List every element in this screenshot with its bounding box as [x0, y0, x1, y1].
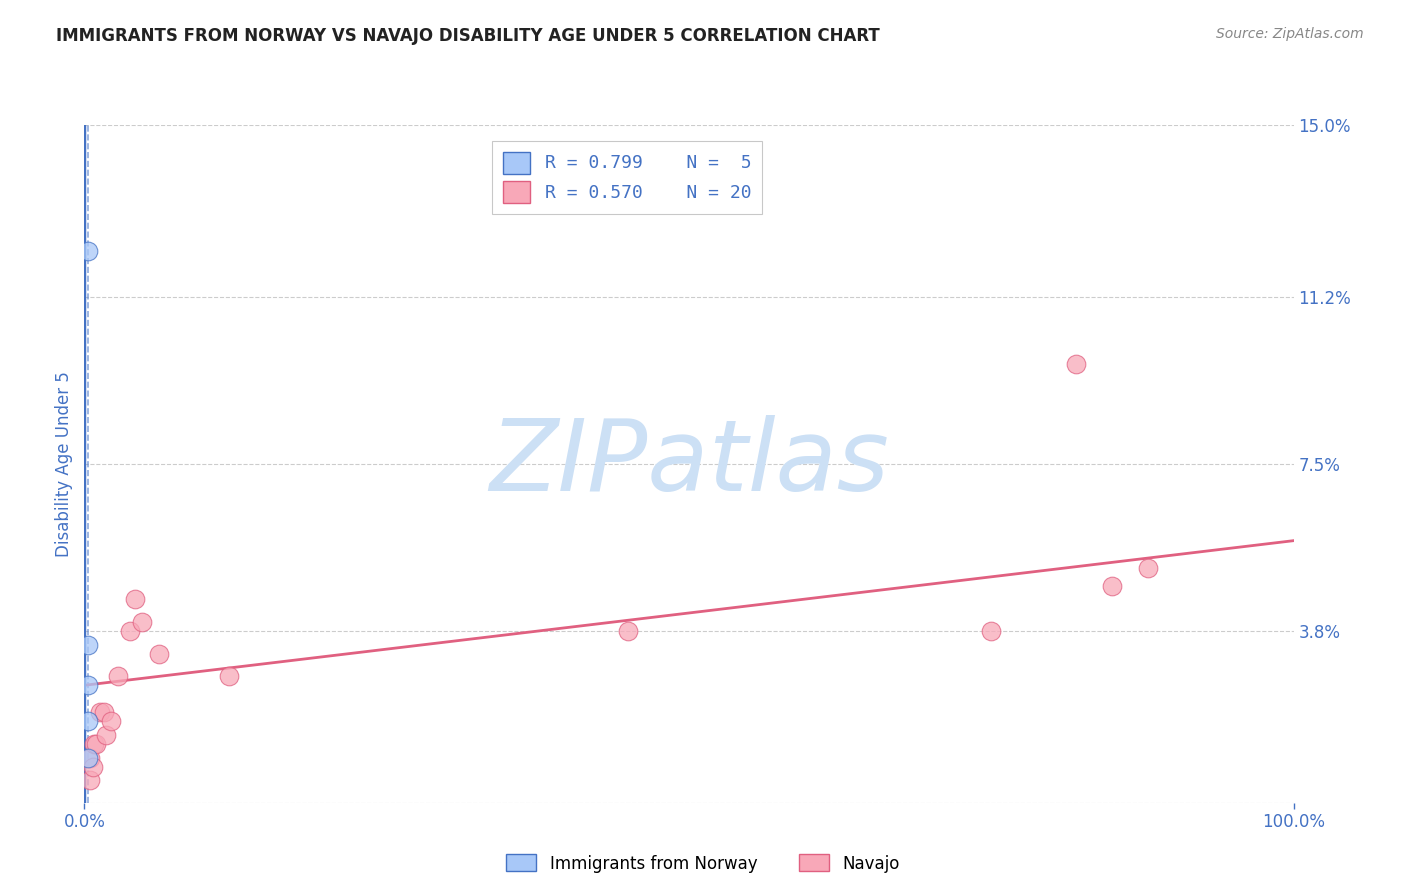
- Point: [82, 759, 104, 773]
- Point: [218, 669, 240, 683]
- Text: ZIPatlas: ZIPatlas: [489, 416, 889, 512]
- Point: [107, 669, 129, 683]
- Legend: R = 0.799    N =  5, R = 0.570    N = 20: R = 0.799 N = 5, R = 0.570 N = 20: [492, 141, 762, 213]
- Point: [79, 773, 101, 788]
- Point: [1137, 561, 1160, 575]
- Point: [77, 714, 100, 729]
- Point: [1101, 579, 1123, 593]
- Point: [131, 615, 153, 629]
- Point: [94, 728, 117, 742]
- Point: [77, 244, 100, 259]
- Text: IMMIGRANTS FROM NORWAY VS NAVAJO DISABILITY AGE UNDER 5 CORRELATION CHART: IMMIGRANTS FROM NORWAY VS NAVAJO DISABIL…: [56, 27, 880, 45]
- Point: [83, 737, 105, 751]
- Point: [617, 624, 640, 638]
- Point: [77, 638, 100, 652]
- Point: [980, 624, 1002, 638]
- Point: [77, 678, 100, 692]
- Point: [89, 706, 111, 720]
- Point: [148, 647, 170, 661]
- Point: [120, 624, 142, 638]
- Point: [79, 750, 101, 764]
- Point: [86, 737, 108, 751]
- Point: [77, 750, 100, 764]
- Point: [124, 592, 146, 607]
- Point: [100, 714, 122, 729]
- Point: [93, 706, 115, 720]
- Y-axis label: Disability Age Under 5: Disability Age Under 5: [55, 371, 73, 557]
- Legend: Immigrants from Norway, Navajo: Immigrants from Norway, Navajo: [499, 847, 907, 880]
- Text: Source: ZipAtlas.com: Source: ZipAtlas.com: [1216, 27, 1364, 41]
- Point: [1064, 358, 1087, 372]
